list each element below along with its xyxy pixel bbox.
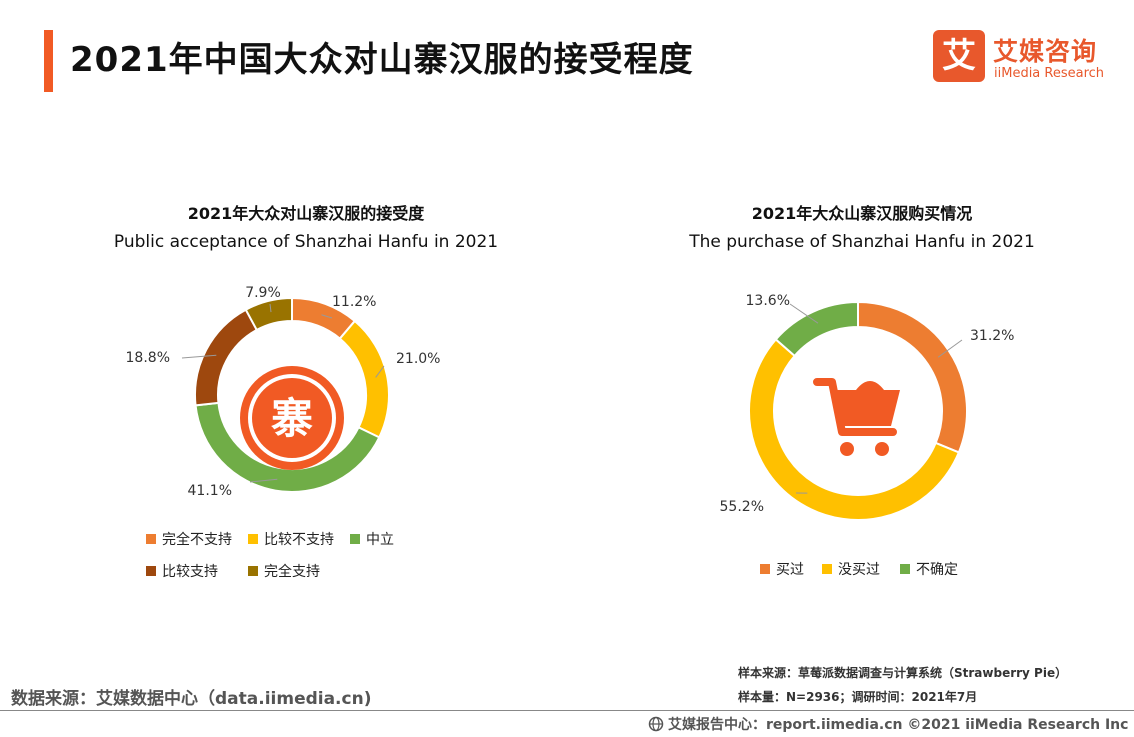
chart1-leader-1	[375, 365, 385, 378]
chart2-title-en: The purchase of Shanzhai Hanfu in 2021	[689, 232, 1035, 252]
chart1-title-en: Public acceptance of Shanzhai Hanfu in 2…	[113, 232, 499, 252]
data-source: 数据来源：艾媒数据中心（data.iimedia.cn)	[11, 689, 372, 709]
chart2-legend-swatch-0	[760, 564, 770, 574]
chart2-title-cn: 2021年大众山寨汉服购买情况	[751, 204, 973, 223]
acceptance-donut-chart: 11.2% 21.0% 41.1% 18.8% 7.9% 寨 完全不支持 比较不支持 中立比…	[126, 285, 441, 580]
chart2-leader-2	[789, 303, 819, 324]
chart2-leader-0	[937, 339, 963, 358]
chart2-data-label-2: 13.6%	[746, 293, 790, 309]
chart2-slice-1	[748, 338, 961, 522]
page-title: 2021年中国大众对山寨汉服的接受程度	[70, 40, 694, 80]
chart2-data-label-1: 55.2%	[720, 499, 764, 515]
chart2-slice-2	[774, 300, 859, 358]
chart1-data-label-3: 18.8%	[126, 350, 170, 366]
chart1-slice-1	[338, 319, 390, 439]
chart1-title-cn: 2021年大众对山寨汉服的接受度	[187, 204, 425, 223]
brand-logo-glyph: 艾	[942, 36, 976, 76]
chart1-leader-0	[321, 314, 333, 319]
globe-icon	[648, 716, 664, 732]
chart2-legend-label-0: 买过	[776, 562, 804, 578]
chart1-data-label-4: 7.9%	[245, 285, 281, 301]
chart1-data-label-1: 21.0%	[396, 351, 440, 367]
chart1-slice-3	[194, 308, 259, 407]
chart1-data-label-2: 41.1%	[188, 483, 232, 499]
footer-divider	[0, 710, 1134, 711]
chart2-legend-swatch-1	[822, 564, 832, 574]
chart2-legend-label-2: 不确定	[916, 562, 958, 578]
shopping-cart-icon	[813, 378, 900, 456]
report-center-footer: 艾媒报告中心：report.iimedia.cn ©2021 iiMedia R…	[648, 714, 1128, 734]
badge-glyph: 寨	[271, 394, 313, 443]
report-center-text: 艾媒报告中心：report.iimedia.cn ©2021 iiMedia R…	[668, 717, 1129, 733]
chart2-legend-swatch-2	[900, 564, 910, 574]
chart1-data-label-0: 11.2%	[332, 294, 376, 310]
chart2-data-label-0: 31.2%	[970, 328, 1014, 344]
sample-source: 样本来源：草莓派数据调查与计算系统（Strawberry Pie）	[738, 666, 1068, 680]
sample-size: 样本量：N=2936；调研时间：2021年7月	[738, 690, 978, 704]
chart1-legend-label-1: 比较不支持	[264, 532, 334, 548]
chart1-legend-label-3: 比较支持	[162, 564, 218, 580]
shanzhai-badge-icon: 寨	[240, 366, 344, 470]
chart1-leader-2	[249, 478, 278, 483]
badge-inner-circle	[252, 378, 332, 458]
brand-name-cn: 艾媒咨询	[993, 37, 1098, 66]
chart1-legend-swatch-0	[146, 534, 156, 544]
chart1-legend-swatch-3	[146, 566, 156, 576]
chart1-leader-3	[181, 354, 217, 359]
brand-logo-icon: 艾	[933, 30, 985, 82]
purchase-donut-chart: 31.2% 55.2% 13.6% 买过 没买过 不确定	[720, 293, 1015, 578]
chart1-slice-4	[244, 296, 293, 332]
title-accent-bar	[44, 30, 53, 92]
chart1-legend-label-2: 中立	[366, 532, 394, 548]
chart1-legend-swatch-4	[248, 566, 258, 576]
brand-name-en: iiMedia Research	[994, 66, 1105, 81]
chart1-legend-swatch-1	[248, 534, 258, 544]
chart1-legend-swatch-2	[350, 534, 360, 544]
chart1-legend-label-0: 完全不支持	[162, 531, 232, 548]
chart1-legend-label-4: 完全支持	[264, 563, 320, 580]
chart1-leader-4	[269, 303, 272, 313]
brand-logo-block: 艾 艾媒咨询 iiMedia Research	[933, 30, 1123, 86]
chart2-legend-label-1: 没买过	[838, 562, 880, 578]
